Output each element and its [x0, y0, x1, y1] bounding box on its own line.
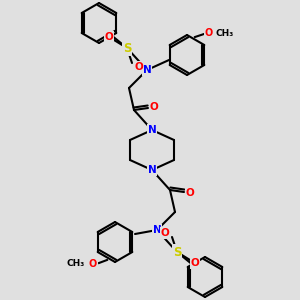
Text: N: N [148, 165, 156, 175]
Text: O: O [150, 102, 158, 112]
Text: S: S [123, 41, 131, 55]
Text: O: O [160, 228, 169, 238]
Text: CH₃: CH₃ [67, 260, 85, 268]
Text: O: O [89, 259, 97, 269]
Text: O: O [205, 28, 213, 38]
Text: O: O [135, 62, 143, 72]
Text: CH₃: CH₃ [215, 28, 233, 38]
Text: O: O [105, 32, 113, 42]
Text: O: O [190, 258, 200, 268]
Text: O: O [186, 188, 194, 198]
Text: N: N [153, 225, 161, 235]
Text: N: N [142, 65, 152, 75]
Text: S: S [173, 245, 181, 259]
Text: N: N [148, 125, 156, 135]
